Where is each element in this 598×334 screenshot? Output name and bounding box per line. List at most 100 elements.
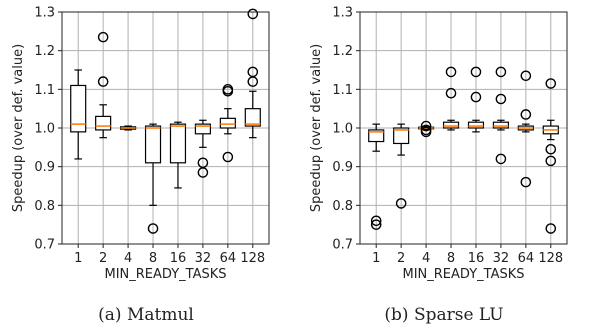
- x-tick-label: 64: [518, 251, 535, 266]
- panel-caption: (b) Sparse LU: [384, 305, 503, 325]
- x-tick-label: 64: [220, 251, 237, 266]
- box-iqr: [144, 125, 162, 164]
- boxplot-1: [368, 123, 385, 230]
- outlier-point: [520, 109, 532, 120]
- boxplot-32: [194, 119, 211, 178]
- y-tick-label: 1.3: [34, 6, 55, 21]
- boxplot-4: [418, 120, 435, 138]
- y-tick-label: 1.2: [34, 44, 55, 59]
- outlier-point: [370, 215, 382, 227]
- boxplot-32: [492, 66, 509, 165]
- outlier-point: [222, 151, 234, 163]
- x-tick-label: 1: [372, 251, 380, 266]
- x-tick-label: 16: [468, 251, 485, 266]
- boxplot-64: [219, 84, 236, 163]
- y-tick-label: 0.9: [332, 160, 353, 175]
- x-tick-label: 4: [422, 251, 430, 266]
- outlier-point: [545, 155, 557, 167]
- x-axis-label: MIN_READY_TASKS: [104, 267, 226, 282]
- outlier-point: [197, 167, 209, 178]
- outlier-point: [445, 66, 457, 78]
- y-tick-label: 1.1: [34, 83, 55, 98]
- boxplot-4: [120, 125, 137, 131]
- box-iqr: [492, 121, 509, 129]
- box-iqr: [442, 121, 460, 129]
- boxplot-1: [70, 69, 87, 160]
- outlier-point: [370, 219, 382, 230]
- outlier-point: [470, 66, 482, 78]
- outlier-point: [520, 176, 532, 188]
- y-tick-label: 1.1: [332, 83, 353, 98]
- outlier-point: [420, 126, 432, 138]
- box-iqr: [169, 123, 187, 164]
- box-iqr: [194, 123, 211, 135]
- boxplot-8: [442, 66, 460, 131]
- x-tick-label: 2: [397, 251, 405, 266]
- x-tick-label: 128: [538, 251, 563, 266]
- boxplot-16: [169, 121, 187, 189]
- box-iqr: [393, 127, 410, 145]
- box-iqr: [467, 121, 485, 129]
- y-axis-label: Speedup (over def. value): [11, 44, 26, 212]
- outlier-point: [495, 153, 507, 165]
- x-tick-label: 32: [493, 251, 510, 266]
- gridlines: [62, 11, 269, 245]
- y-tick-label: 0.9: [34, 160, 55, 175]
- boxplot-2: [95, 31, 112, 139]
- x-tick-label: 8: [149, 251, 157, 266]
- outlier-point: [495, 93, 507, 105]
- outlier-point: [147, 223, 159, 234]
- x-tick-label: 8: [447, 251, 455, 266]
- outlier-point: [445, 87, 457, 99]
- box-iqr: [95, 115, 112, 131]
- y-tick-label: 1.3: [332, 6, 353, 21]
- outlier-point: [97, 76, 109, 87]
- boxplot-16: [467, 66, 485, 133]
- x-tick-label: 4: [124, 251, 132, 266]
- outlier-point: [420, 120, 432, 132]
- x-tick-label: 16: [170, 251, 187, 266]
- y-tick-label: 1.0: [332, 122, 353, 137]
- x-tick-labels: 1 2 4 8 16 32 64 128: [74, 244, 265, 266]
- outlier-point: [247, 66, 259, 78]
- y-tick-label: 0.7: [34, 238, 55, 253]
- panel-matmul: 0.7 0.8 0.9 1.0 1.1 1.2 1.3 1 2 4 8 16 32 64 128 MIN_…: [11, 6, 270, 325]
- outlier-point: [495, 66, 507, 78]
- boxplots: [70, 8, 261, 234]
- y-tick-labels: 0.7 0.8 0.9 1.0 1.1 1.2 1.3: [332, 6, 360, 253]
- y-tick-label: 0.7: [332, 238, 353, 253]
- outlier-point: [247, 8, 259, 20]
- panel-caption: (a) Matmul: [98, 305, 194, 325]
- boxplot-8: [144, 123, 162, 234]
- outlier-point: [222, 84, 234, 95]
- boxplot-2: [393, 123, 410, 209]
- x-tick-label: 2: [99, 251, 107, 266]
- outlier-point: [395, 198, 407, 209]
- box-iqr: [244, 108, 261, 127]
- panel-sparse-lu: 0.7 0.8 0.9 1.0 1.1 1.2 1.3 1 2 4 8 16 32 64 128 MIN_…: [309, 6, 568, 325]
- outlier-point: [545, 78, 557, 89]
- box-iqr: [368, 129, 385, 143]
- gridlines: [360, 11, 567, 245]
- y-tick-label: 1.2: [332, 44, 353, 59]
- y-axis-label: Speedup (over def. value): [309, 44, 324, 212]
- boxplots: [368, 66, 559, 234]
- outlier-point: [97, 31, 109, 43]
- y-tick-labels: 0.7 0.8 0.9 1.0 1.1 1.2 1.3: [34, 6, 62, 253]
- x-tick-label: 128: [240, 251, 265, 266]
- y-tick-label: 1.0: [34, 122, 55, 137]
- boxplot-128: [542, 78, 559, 234]
- x-axis-label: MIN_READY_TASKS: [402, 267, 524, 282]
- x-tick-labels: 1 2 4 8 16 32 64 128: [372, 244, 563, 266]
- box-iqr: [70, 84, 87, 133]
- y-tick-label: 0.8: [34, 199, 55, 214]
- outlier-point: [520, 70, 532, 82]
- y-tick-label: 0.8: [332, 199, 353, 214]
- x-tick-label: 32: [195, 251, 212, 266]
- boxplot-128: [244, 8, 261, 139]
- outlier-point: [545, 223, 557, 234]
- outlier-point: [545, 143, 557, 155]
- boxplot-64: [517, 70, 534, 188]
- outlier-point: [470, 91, 482, 103]
